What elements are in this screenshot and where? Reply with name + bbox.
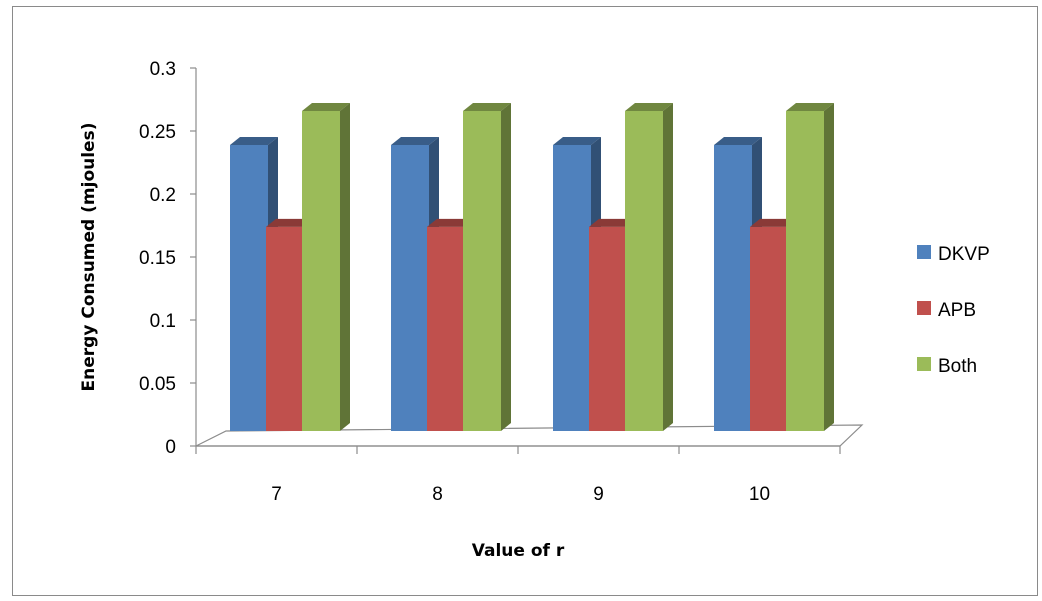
y-tick-label: 0.05 [139, 374, 176, 395]
chart-legend: DKVP APB Both [917, 244, 990, 377]
bar-front [230, 144, 268, 432]
legend-swatch [917, 301, 931, 315]
bar-top [553, 136, 601, 145]
bar-top [230, 136, 278, 145]
bar-front [463, 110, 501, 432]
legend-label: APB [938, 300, 976, 321]
y-tick-label: 0.1 [150, 311, 176, 332]
bar-front [589, 226, 627, 431]
bar-front [427, 226, 465, 431]
bar-top [463, 102, 511, 111]
bar-both-8 [463, 102, 511, 432]
legend-swatch [917, 245, 931, 259]
legend-swatch [917, 357, 931, 371]
bar-dkvp-7 [230, 136, 278, 432]
bar-front [266, 226, 304, 431]
legend-item-apb: APB [917, 300, 976, 321]
bar-both-10 [786, 102, 834, 432]
y-tick-label: 0.15 [139, 248, 176, 269]
legend-item-dkvp: DKVP [917, 244, 990, 265]
chart-bars [230, 102, 834, 432]
y-tick-label: 0.3 [150, 59, 176, 80]
bar-front [714, 144, 752, 432]
bar-front [553, 144, 591, 432]
bar-top [391, 136, 439, 145]
bar-front [391, 144, 429, 432]
bar-side [824, 102, 834, 432]
bar-side [340, 102, 350, 432]
y-tick-labels: 0 0.05 0.1 0.15 0.2 0.25 0.3 [139, 59, 176, 458]
legend-label: Both [938, 356, 977, 377]
bar-both-7 [302, 102, 350, 432]
bar-apb-10 [750, 218, 798, 431]
bar-front [786, 110, 824, 432]
bar-side [663, 102, 673, 432]
bar-top [714, 136, 762, 145]
bar-front [750, 226, 788, 431]
x-axis-title: Value of r [472, 541, 565, 561]
bar-front [302, 110, 340, 432]
legend-label: DKVP [938, 244, 990, 265]
x-tick-label: 8 [432, 484, 443, 505]
x-tick-label: 9 [593, 484, 604, 505]
legend-item-both: Both [917, 356, 977, 377]
bar-top [625, 102, 673, 111]
chart-axes [190, 67, 841, 454]
y-tick-label: 0.25 [139, 122, 176, 143]
bar-top [302, 102, 350, 111]
x-tick-label: 10 [749, 484, 770, 505]
bar-side [501, 102, 511, 432]
x-tick-label: 7 [271, 484, 282, 505]
y-tick-label: 0.2 [150, 185, 176, 206]
chart-frame [12, 6, 1038, 596]
bar-both-9 [625, 102, 673, 432]
y-axis-title: Energy Consumed (mjoules) [79, 123, 99, 392]
bar-front [625, 110, 663, 432]
y-tick-label: 0 [165, 437, 176, 458]
bar-top [786, 102, 834, 111]
x-tick-labels: 7 8 9 10 [271, 484, 770, 505]
